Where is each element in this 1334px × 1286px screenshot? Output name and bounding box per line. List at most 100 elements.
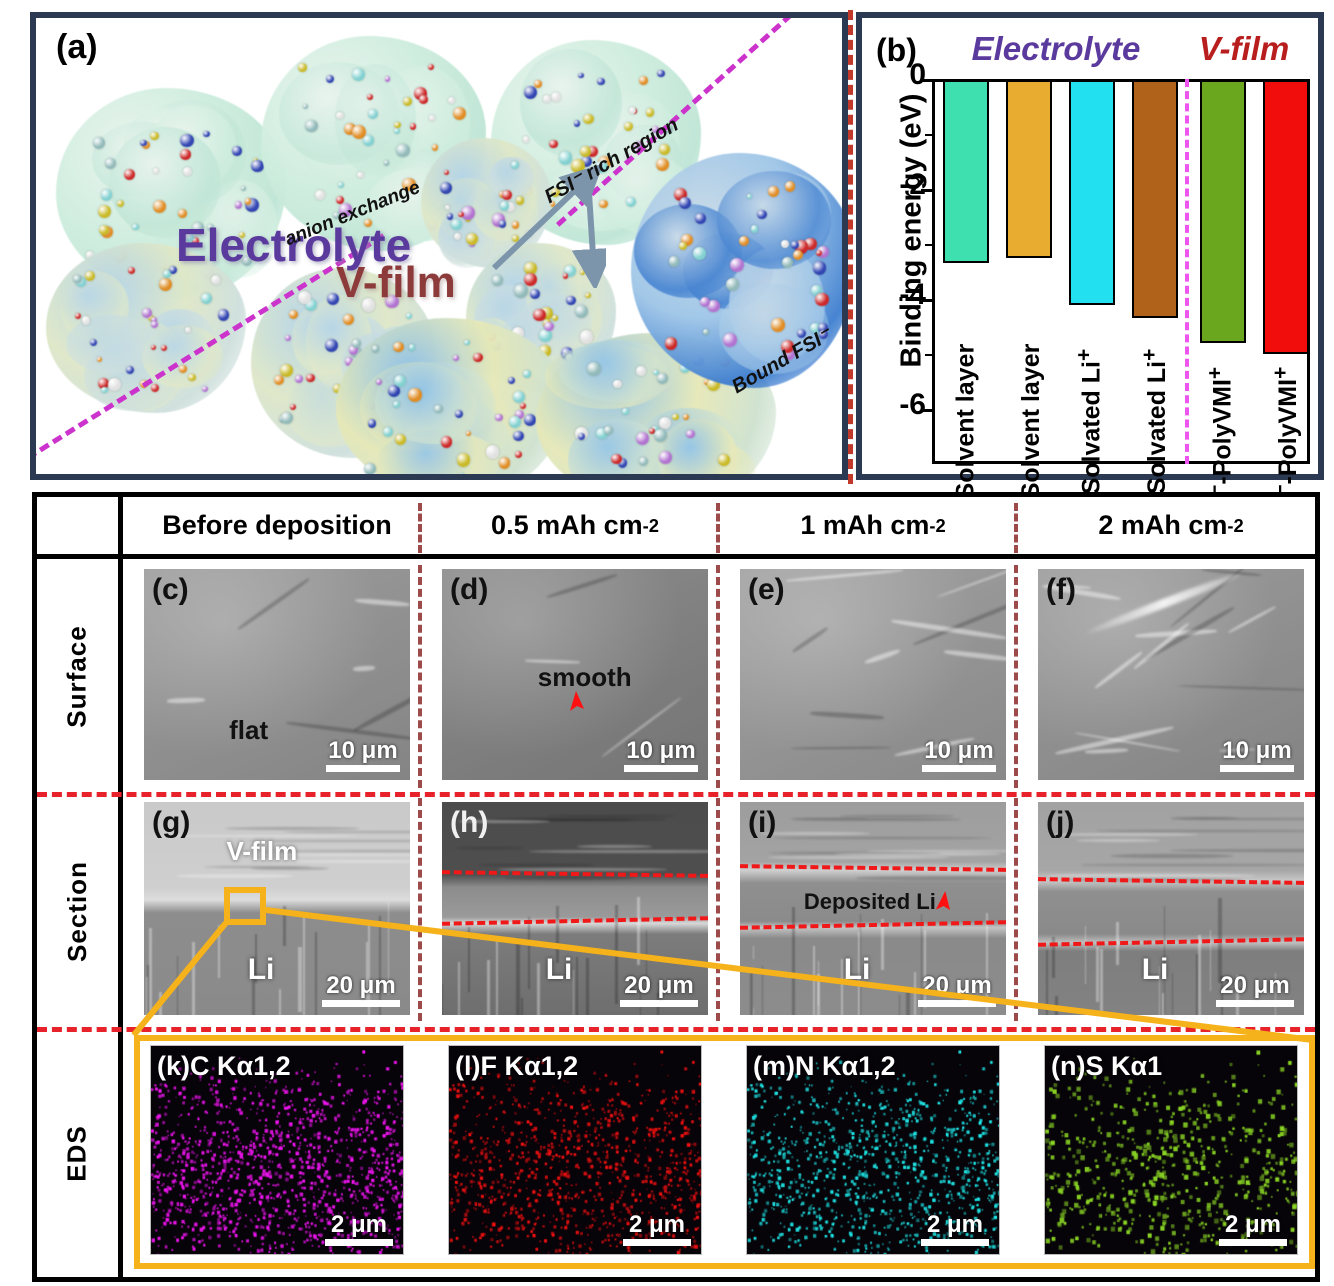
panel-tag: (g): [152, 806, 191, 839]
scale-bar-label: 2 μm: [330, 1210, 388, 1238]
eds-element-label: (l)F Kα1,2: [455, 1051, 579, 1081]
scale-bar: 20 μm: [1216, 973, 1294, 1007]
scale-bar-label: 10 μm: [626, 736, 696, 764]
molecule-cluster: [631, 153, 842, 388]
sem-surface-image: [144, 569, 410, 780]
scale-bar-line: [921, 1239, 989, 1246]
cell-divider: [418, 798, 422, 1021]
chart-group-label-vfilm: V-film: [1198, 30, 1290, 67]
panel-a-molecular-schematic: (a) Electrolyte V-film anion exchange FS…: [30, 12, 848, 480]
cell-divider: [1014, 565, 1018, 788]
sem-section-image: [442, 802, 708, 1015]
scale-bar-line: [325, 1239, 393, 1246]
sem-eds-table: Before deposition 0.5 mAh cm -2 1 mAh cm -2 2…: [32, 492, 1320, 1282]
table-column-header: 0.5 mAh cm -2: [491, 510, 659, 540]
chart-y-tick-major: [921, 79, 932, 82]
panel-b-binding-energy-chart: (b) Electrolyte V-film Binding energy (e…: [856, 12, 1324, 564]
sem-section-cell[interactable]: (g) V-film Li 20 μm: [144, 802, 410, 1015]
top-row: (a) Electrolyte V-film anion exchange FS…: [0, 0, 1334, 564]
chart-y-tick-major: [921, 189, 932, 192]
scale-bar: 20 μm: [322, 973, 400, 1007]
scale-bar-label: 20 μm: [624, 971, 694, 999]
eds-map-cell[interactable]: (n)S Kα1 2 μm: [1044, 1045, 1298, 1255]
chart-group-label-electrolyte: Electrolyte: [971, 30, 1141, 67]
panel-a-label: (a): [56, 28, 98, 66]
scale-bar-line: [623, 1239, 691, 1246]
chart-bar: [1199, 79, 1246, 343]
table-row-label-surface: Surface: [37, 559, 123, 794]
eds-element-label: (m)N Kα1,2: [753, 1051, 896, 1081]
eds-element-label: (k)C Kα1,2: [157, 1051, 291, 1081]
chart-bar: [1262, 79, 1309, 354]
molecule-cluster: [421, 138, 551, 268]
scale-bar-line: [1220, 765, 1294, 772]
label-electrolyte: Electrolyte: [176, 219, 412, 271]
panel-tag: (h): [450, 806, 489, 839]
sem-surface-cell[interactable]: (e) 10 μm: [740, 569, 1006, 780]
table-row-separator: [37, 792, 1315, 797]
cell-divider: [716, 565, 720, 788]
layer-label-li: Li: [545, 953, 573, 987]
sem-surface-cell[interactable]: (f) 10 μm: [1038, 569, 1304, 780]
panel-tag: (c): [152, 573, 189, 606]
scale-bar: 10 μm: [624, 738, 698, 772]
chart-plot-area: PF6−-Solvent layerFSI−-Solvent layerPF6−…: [932, 79, 1310, 564]
scale-bar-line: [326, 765, 400, 772]
scale-bar: 2 μm: [921, 1212, 989, 1246]
table-row-label-section: Section: [37, 794, 123, 1029]
scale-bar-label: 10 μm: [924, 736, 994, 764]
eds-map-cell[interactable]: (l)F Kα1,2 2 μm: [448, 1045, 702, 1255]
row-label-text: Surface: [62, 625, 93, 728]
chart-bar: [1068, 79, 1115, 305]
sem-surface-image: [442, 569, 708, 780]
table-corner-cell: [37, 497, 123, 554]
cell-divider: [418, 565, 422, 788]
table-column-header: 2 mAh cm -2: [1098, 510, 1244, 540]
scale-bar-line: [620, 1000, 698, 1007]
sem-section-cell[interactable]: (h) Li 20 μm: [442, 802, 708, 1015]
layer-label-vfilm: V-film: [226, 836, 298, 867]
scale-bar: 10 μm: [922, 738, 996, 772]
sem-surface-image: [740, 569, 1006, 780]
chart-y-tick-minor: [925, 244, 932, 246]
chart-y-tick-major: [921, 409, 932, 412]
molecule-cluster: [46, 243, 246, 413]
eds-map-cell[interactable]: (k)C Kα1,2 2 μm: [150, 1045, 404, 1255]
table-header-divider: [716, 503, 720, 553]
table-header-row: Before deposition 0.5 mAh cm -2 1 mAh cm -2 2…: [37, 497, 1315, 559]
cell-divider: [716, 798, 720, 1021]
chart-bar: [1005, 79, 1052, 258]
scale-bar-line: [624, 765, 698, 772]
eds-map-cell[interactable]: (m)N Kα1,2 2 μm: [746, 1045, 1000, 1255]
callout-region-box: [223, 887, 266, 926]
sem-surface-cell[interactable]: (d) smooth 10 μm: [442, 569, 708, 780]
scale-bar: 10 μm: [326, 738, 400, 772]
chart-bar: [942, 79, 989, 264]
sem-surface-cell[interactable]: (c) flat 10 μm: [144, 569, 410, 780]
chart-bar: [1131, 79, 1178, 319]
panel-tag: (f): [1046, 573, 1076, 606]
molecule-cluster: [491, 40, 701, 245]
scale-bar-label: 10 μm: [328, 736, 398, 764]
chart-group-divider: [1185, 79, 1189, 464]
scale-bar: 10 μm: [1220, 738, 1294, 772]
scale-bar-label: 20 μm: [1220, 971, 1290, 999]
panel-b-label: (b): [876, 32, 917, 68]
scale-bar: 2 μm: [325, 1212, 393, 1246]
panel-tag: (i): [748, 806, 777, 839]
scale-bar-label: 2 μm: [628, 1210, 686, 1238]
sem-annotation: smooth: [537, 661, 632, 692]
table-row-separator: [37, 1027, 1315, 1032]
sem-section-image: [144, 802, 410, 1015]
eds-map-image: [151, 1046, 403, 1254]
scale-bar: 20 μm: [620, 973, 698, 1007]
scale-bar-line: [922, 765, 996, 772]
row-label-text: EDS: [62, 1124, 92, 1182]
sem-section-cell[interactable]: (i) Li Deposited Li 20 μm: [740, 802, 1006, 1015]
layer-label-li: Li: [1141, 953, 1169, 987]
eds-map-image: [747, 1046, 999, 1254]
sem-section-image: [740, 802, 1006, 1015]
sem-section-cell[interactable]: (j) Li 20 μm: [1038, 802, 1304, 1015]
scale-bar: 2 μm: [1219, 1212, 1287, 1246]
anion-exchange-arrow-icon: [491, 163, 606, 288]
